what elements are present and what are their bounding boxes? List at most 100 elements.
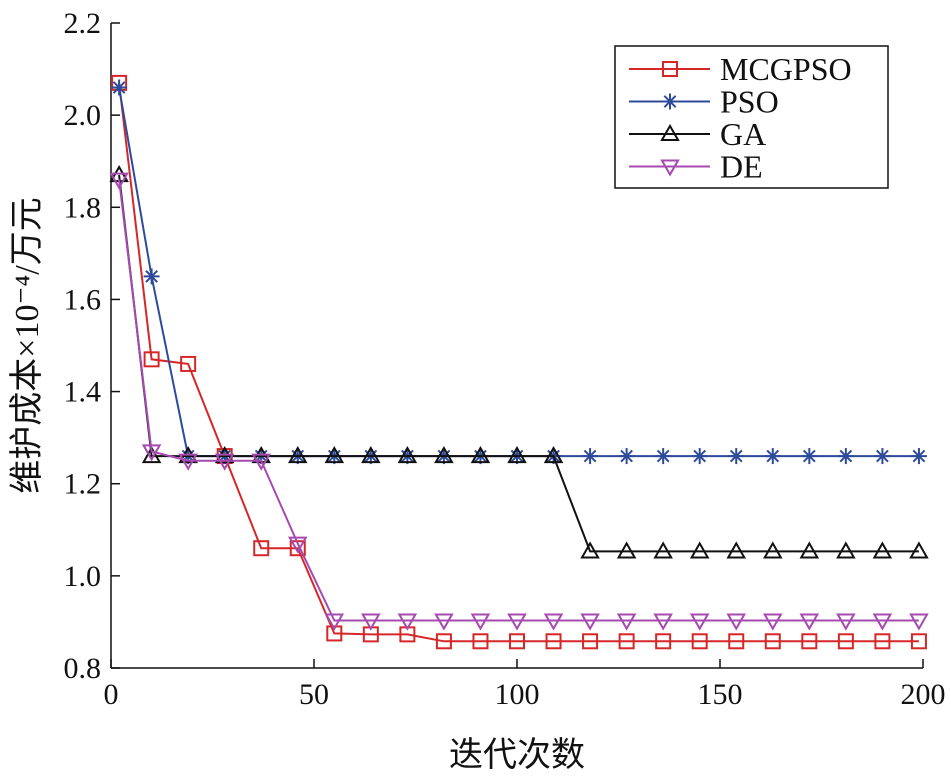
x-tick-label: 100 — [495, 678, 540, 711]
triangle-up-marker — [543, 446, 564, 464]
series-line — [118, 179, 919, 622]
square-marker — [837, 633, 854, 650]
legend-label: PSO — [720, 84, 779, 120]
triangle-up-marker — [434, 446, 454, 464]
legend-item-de: DE — [629, 149, 763, 185]
triangle-up-marker — [361, 446, 381, 464]
triangle-down-marker — [470, 613, 491, 631]
square-marker — [326, 625, 343, 642]
triangle-up-marker — [287, 446, 308, 464]
x-tick-label: 150 — [698, 678, 743, 711]
asterisk-stroke — [766, 449, 780, 463]
asterisk-stroke — [656, 449, 670, 463]
asterisk-marker — [111, 79, 128, 96]
square-marker — [582, 633, 599, 650]
x-axis-title: 迭代次数 — [449, 736, 585, 774]
triangle-up-marker — [580, 541, 600, 559]
series-line — [118, 82, 919, 643]
asterisk-marker — [910, 448, 927, 465]
square-marker — [545, 633, 562, 650]
asterisk-marker — [618, 448, 635, 465]
triangle-up-marker — [799, 541, 820, 559]
asterisk-stroke — [729, 449, 743, 463]
asterisk-marker — [728, 448, 745, 465]
axes: 0 50 100 150 200 0.8 1.0 1.2 1.4 1.6 1.8 2.0 2.2 — [64, 7, 946, 711]
triangle-down-marker — [287, 536, 308, 554]
asterisk-marker — [691, 448, 708, 465]
square-marker — [472, 633, 489, 650]
y-tick-label: 1.4 — [64, 376, 102, 409]
square-marker — [618, 633, 635, 650]
triangle-down-marker — [660, 159, 680, 177]
square-marker — [180, 355, 197, 372]
series-ga — [109, 164, 929, 559]
triangle-down-marker — [178, 453, 198, 471]
asterisk-stroke — [912, 449, 926, 463]
triangle-down-marker — [397, 613, 418, 631]
triangle-up-marker — [507, 446, 527, 464]
triangle-down-marker — [763, 613, 783, 631]
triangle-up-marker — [909, 541, 929, 559]
triangle-down-marker — [799, 613, 820, 631]
triangle-down-marker — [361, 613, 381, 631]
series-de — [109, 172, 929, 631]
square-marker — [662, 61, 678, 77]
asterisk-stroke — [583, 449, 597, 463]
triangle-down-marker — [109, 172, 129, 190]
triangle-up-marker — [324, 446, 345, 464]
square-marker — [764, 633, 781, 650]
x-tick-label: 200 — [901, 678, 946, 711]
square-marker — [910, 633, 927, 650]
square-marker — [435, 633, 452, 650]
square-marker — [509, 633, 525, 650]
y-tick-label: 0.8 — [64, 652, 102, 685]
triangle-down-marker — [872, 613, 893, 631]
asterisk-marker — [655, 448, 672, 465]
asterisk-stroke — [663, 95, 677, 108]
asterisk-stroke — [112, 81, 126, 94]
legend-label: MCGPSO — [720, 51, 852, 87]
series-line — [118, 174, 919, 553]
triangle-down-marker — [689, 613, 710, 631]
square-marker — [801, 633, 818, 650]
triangle-down-marker — [324, 613, 345, 631]
triangle-down-marker — [616, 613, 637, 631]
triangle-down-marker — [836, 613, 856, 631]
triangle-down-marker — [507, 613, 527, 631]
triangle-up-marker — [397, 446, 418, 464]
square-marker — [143, 351, 160, 368]
triangle-down-marker — [580, 613, 600, 631]
square-marker — [655, 633, 672, 650]
legend-label: GA — [720, 116, 766, 152]
triangle-down-marker — [543, 613, 564, 631]
triangle-down-marker — [141, 444, 162, 462]
asterisk-stroke — [693, 449, 707, 463]
asterisk-marker — [143, 268, 160, 285]
y-tick-label: 1.6 — [64, 283, 102, 316]
triangle-up-marker — [470, 446, 491, 464]
asterisk-marker — [662, 93, 678, 110]
triangle-up-marker — [689, 541, 710, 559]
asterisk-marker — [582, 448, 599, 465]
triangle-up-marker — [141, 446, 162, 464]
triangle-up-marker — [616, 541, 637, 559]
asterisk-stroke — [876, 449, 889, 463]
x-tick-label: 0 — [104, 678, 119, 711]
square-marker — [691, 633, 708, 650]
series-layer — [109, 74, 929, 650]
y-tick-label: 1.8 — [64, 191, 102, 224]
triangle-up-marker — [660, 123, 680, 142]
asterisk-marker — [764, 448, 781, 465]
asterisk-stroke — [802, 449, 816, 463]
legend-item-pso: PSO — [629, 84, 779, 120]
series-mcgpso — [111, 74, 927, 650]
triangle-down-marker — [214, 453, 235, 471]
legend-label: DE — [720, 149, 763, 185]
legend-item-ga: GA — [629, 116, 766, 152]
legend-item-mcgpso: MCGPSO — [629, 51, 852, 87]
square-marker — [874, 633, 891, 650]
square-marker — [253, 540, 270, 557]
